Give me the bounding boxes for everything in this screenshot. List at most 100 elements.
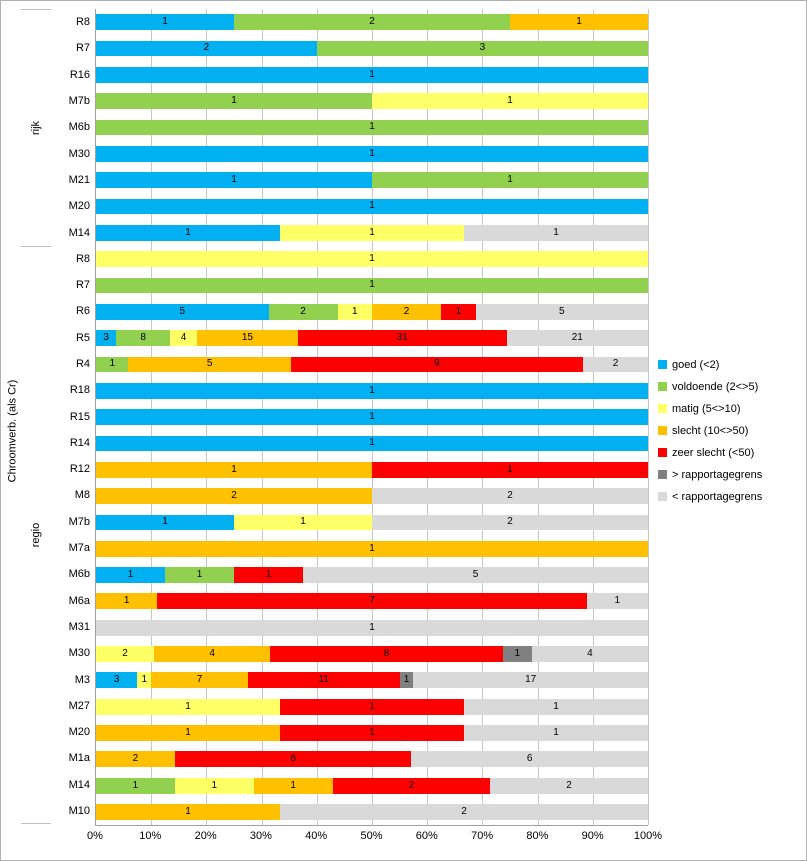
bar-segment: 2 <box>96 751 175 767</box>
group-labels-column: rijkregio <box>21 9 51 852</box>
category-label: M14 <box>51 219 95 245</box>
stacked-bar: 1 <box>96 67 648 83</box>
legend-swatch <box>658 492 667 501</box>
category-label: R8 <box>51 9 95 35</box>
bar-row: 1 <box>96 114 648 140</box>
bar-segment: 2 <box>372 304 441 320</box>
bar-row: 1115 <box>96 562 648 588</box>
category-label: R6 <box>51 298 95 324</box>
bar-row: 11122 <box>96 773 648 799</box>
bar-segment: 1 <box>96 778 175 794</box>
gridline <box>648 9 649 825</box>
bar-segment: 1 <box>175 778 254 794</box>
bar-segment: 3 <box>96 672 137 688</box>
bar-segment: 4 <box>154 646 270 662</box>
bar-segment: 17 <box>413 672 648 688</box>
category-label: M7b <box>51 88 95 114</box>
bar-segment: 1 <box>137 672 151 688</box>
bar-segment: 1 <box>96 146 648 162</box>
bar-row: 22 <box>96 483 648 509</box>
group-label-text: regio <box>30 523 42 547</box>
bar-row: 1 <box>96 62 648 88</box>
bar-segment: 1 <box>372 462 648 478</box>
bar-segment: 2 <box>333 778 491 794</box>
bar-segment: 2 <box>234 14 510 30</box>
bar-segment: 1 <box>96 251 648 267</box>
bar-segment: 2 <box>372 515 648 531</box>
bar-row: 11 <box>96 88 648 114</box>
category-label: R16 <box>51 62 95 88</box>
category-label: R18 <box>51 377 95 403</box>
bar-row: 1 <box>96 246 648 272</box>
bar-segment: 1 <box>96 462 372 478</box>
x-tick-label: 90% <box>582 830 604 842</box>
group-label: regio <box>21 246 51 824</box>
category-label: M27 <box>51 693 95 719</box>
stacked-bar: 11 <box>96 93 648 109</box>
bar-row: 1 <box>96 141 648 167</box>
stacked-bar: 11 <box>96 172 648 188</box>
bar-segment: 1 <box>280 225 464 241</box>
bar-row: 111 <box>96 720 648 746</box>
bar-segment: 1 <box>464 725 648 741</box>
bar-segment: 7 <box>157 593 586 609</box>
bar-segment: 1 <box>234 567 303 583</box>
bar-segment: 1 <box>96 567 165 583</box>
bar-row: 11 <box>96 167 648 193</box>
bar-segment: 1 <box>503 646 532 662</box>
bar-segment: 1 <box>96 541 648 557</box>
bar-row: 1 <box>96 430 648 456</box>
y-axis-label: Chroomverb. (als Cr) <box>6 379 18 482</box>
category-label: M8 <box>51 482 95 508</box>
legend-swatch <box>658 382 667 391</box>
bar-segment: 2 <box>96 488 372 504</box>
bar-segment: 1 <box>96 515 234 531</box>
bar-segment: 1 <box>96 93 372 109</box>
bar-row: 1 <box>96 378 648 404</box>
stacked-bar: 384153121 <box>96 330 648 346</box>
bar-segment: 9 <box>291 357 583 373</box>
category-label: M3 <box>51 666 95 692</box>
bar-segment: 1 <box>96 172 372 188</box>
category-label: R8 <box>51 246 95 272</box>
bar-rows: 1212311111111111115212153841531211592111… <box>96 9 648 825</box>
x-tick-label: 40% <box>305 830 327 842</box>
legend-label: > rapportagegrens <box>672 469 762 481</box>
bar-segment: 7 <box>151 672 248 688</box>
stacked-bar: 112 <box>96 515 648 531</box>
bar-segment: 1 <box>96 14 234 30</box>
stacked-bar: 11122 <box>96 778 648 794</box>
category-label: R12 <box>51 456 95 482</box>
bar-segment: 5 <box>128 357 290 373</box>
bar-segment: 1 <box>96 67 648 83</box>
bar-segment: 2 <box>96 646 154 662</box>
legend-item: zeer slecht (<50) <box>658 447 798 459</box>
stacked-bar: 22 <box>96 488 648 504</box>
category-label: M30 <box>51 640 95 666</box>
bar-segment: 15 <box>197 330 298 346</box>
y-axis-label-container: Chroomverb. (als Cr) <box>3 9 21 852</box>
stacked-bar: 121 <box>96 14 648 30</box>
bar-segment: 6 <box>411 751 648 767</box>
bar-row: 1 <box>96 272 648 298</box>
bar-segment: 1 <box>96 725 280 741</box>
bar-row: 1 <box>96 615 648 641</box>
category-label: R7 <box>51 272 95 298</box>
category-label: R15 <box>51 403 95 429</box>
x-tick-label: 20% <box>195 830 217 842</box>
legend-label: voldoende (2<>5) <box>672 381 758 393</box>
legend-swatch <box>658 360 667 369</box>
x-tick-label: 30% <box>250 830 272 842</box>
legend: goed (<2)voldoende (2<>5)matig (5<>10)sl… <box>648 9 798 852</box>
legend-item: < rapportagegrens <box>658 491 798 503</box>
stacked-bar: 1 <box>96 146 648 162</box>
bar-segment: 8 <box>270 646 502 662</box>
stacked-bar: 23 <box>96 41 648 57</box>
stacked-bar: 1 <box>96 251 648 267</box>
stacked-bar: 1 <box>96 120 648 136</box>
legend-swatch <box>658 470 667 479</box>
bar-segment: 1 <box>280 725 464 741</box>
category-label: M20 <box>51 193 95 219</box>
x-tick-label: 0% <box>87 830 103 842</box>
legend-item: goed (<2) <box>658 359 798 371</box>
